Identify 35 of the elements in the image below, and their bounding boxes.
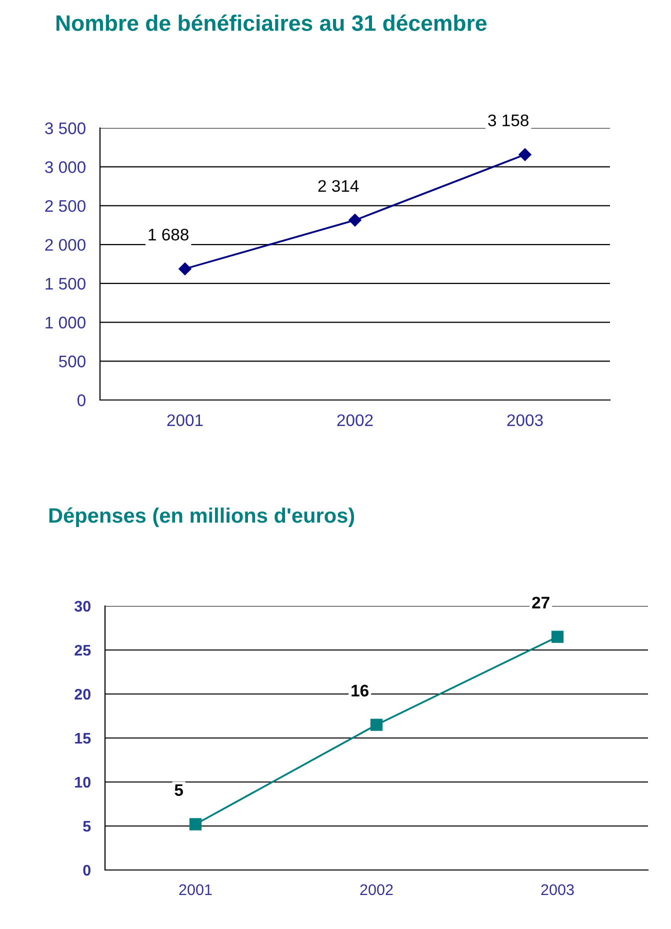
x-tick-label: 2002 bbox=[337, 414, 373, 426]
y-tick-label: 0 bbox=[77, 394, 86, 406]
y-tick-label: 2 500 bbox=[45, 200, 86, 212]
y-tick-label: 20 bbox=[74, 688, 90, 700]
y-tick-label: 25 bbox=[74, 644, 91, 656]
x-tick-label: 2001 bbox=[167, 414, 203, 426]
point bbox=[189, 818, 202, 830]
data-label: 27 bbox=[532, 596, 550, 608]
point bbox=[178, 262, 192, 276]
data-label: 3 158 bbox=[488, 114, 528, 126]
data-label: 1 688 bbox=[148, 228, 188, 241]
data-label: 5 bbox=[174, 784, 184, 796]
data-label: 2 314 bbox=[318, 180, 359, 192]
y-tick-label: 15 bbox=[75, 733, 91, 744]
x-tick-label: 2001 bbox=[179, 884, 212, 896]
chart-title: Dépenses (en millions d'euros) bbox=[49, 507, 354, 527]
y-tick-label: 1 000 bbox=[46, 316, 86, 328]
x-tick-label: 2003 bbox=[541, 884, 574, 896]
y-tick-label: 10 bbox=[75, 776, 90, 788]
chart-title: Nombre de bénéficiaires au 31 décembre bbox=[56, 14, 487, 32]
y-tick-label: 2 000 bbox=[45, 238, 86, 251]
y-tick-label: 5 bbox=[83, 821, 91, 832]
y-tick-label: 30 bbox=[74, 600, 90, 612]
data-label: 16 bbox=[352, 684, 368, 697]
point bbox=[370, 718, 383, 731]
point bbox=[518, 148, 532, 161]
y-tick-label: 1 500 bbox=[46, 278, 86, 290]
x-tick-label: 2003 bbox=[507, 414, 543, 426]
point bbox=[348, 214, 362, 227]
y-tick-label: 500 bbox=[58, 356, 86, 368]
point bbox=[551, 630, 564, 643]
y-tick-label: 3 500 bbox=[45, 122, 86, 134]
x-tick-label: 2002 bbox=[360, 884, 393, 896]
y-tick-label: 0 bbox=[83, 864, 90, 876]
y-tick-label: 3 000 bbox=[45, 161, 86, 174]
